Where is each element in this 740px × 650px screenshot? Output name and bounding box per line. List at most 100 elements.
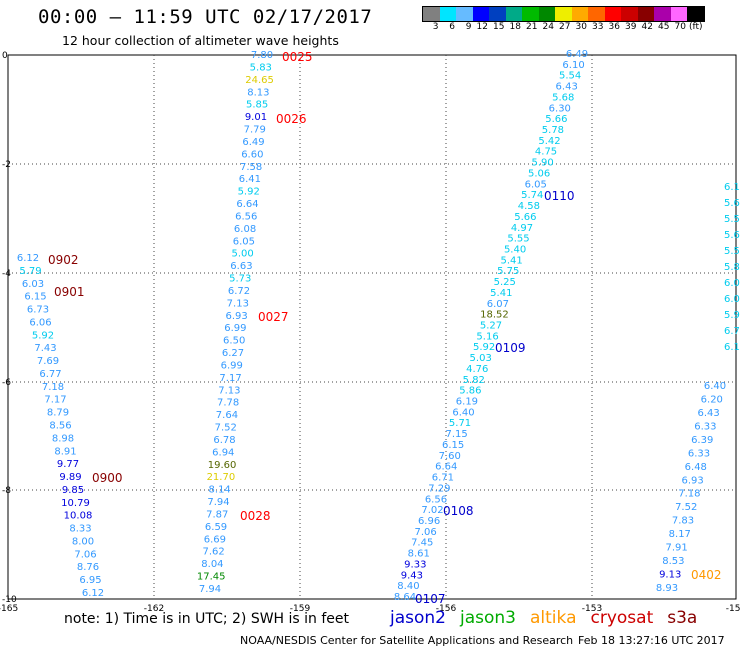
wave-height-value: 6.77 xyxy=(39,369,61,380)
wave-height-value: 6.75 xyxy=(724,326,740,337)
wave-height-value: 6.30 xyxy=(549,103,571,114)
wave-height-value: 5.6 xyxy=(724,198,740,209)
legend-swatch xyxy=(538,7,555,21)
legend-swatch xyxy=(423,7,440,21)
legend-swatch xyxy=(439,7,456,21)
wave-height-value: 6.40 xyxy=(452,407,474,418)
legend-label: 42 xyxy=(641,22,653,32)
wave-height-value: 21.70 xyxy=(207,472,236,483)
legend-swatch xyxy=(687,7,704,21)
wave-height-value: 5.5 xyxy=(724,246,740,257)
wave-height-value: 6.96 xyxy=(418,516,440,527)
wave-height-value: 6.08 xyxy=(234,224,256,235)
wave-height-value: 7.78 xyxy=(217,398,239,409)
wave-height-value: 8.98 xyxy=(52,433,74,444)
legend-label: 12 xyxy=(476,22,488,32)
x-tick-label: -159 xyxy=(290,604,311,614)
wave-height-value: 6.56 xyxy=(235,211,257,222)
wave-height-value: 5.6 xyxy=(724,230,740,241)
color-legend xyxy=(422,6,705,22)
wave-height-value: 8.33 xyxy=(69,524,91,535)
wave-height-value: 5.86 xyxy=(459,386,481,397)
wave-height-value: 6.05 xyxy=(525,179,547,190)
legend-label: (ft) xyxy=(688,22,703,32)
satellite-cryosat: cryosat xyxy=(590,608,654,628)
satellite-altika: altika xyxy=(530,608,577,628)
wave-height-value: 6.33 xyxy=(694,421,716,432)
wave-height-value: 8.64 xyxy=(394,592,416,603)
satellite-legend: jason2 jason3 altika cryosat s3a xyxy=(390,608,697,628)
legend-swatch xyxy=(637,7,654,21)
wave-height-value: 8.53 xyxy=(662,556,684,567)
wave-height-value: 5.78 xyxy=(542,125,564,136)
legend-label: 30 xyxy=(575,22,587,32)
wave-height-value: 5.95 xyxy=(724,310,740,321)
wave-height-value: 5.92 xyxy=(32,330,54,341)
wave-height-value: 6.95 xyxy=(79,575,101,586)
wave-height-value: 7.87 xyxy=(206,509,228,520)
wave-height-value: 6.78 xyxy=(213,435,235,446)
wave-height-value: 5.75 xyxy=(497,266,519,277)
legend-swatch xyxy=(472,7,489,21)
pass-time-label: 0109 xyxy=(495,341,526,355)
color-legend-labels: 3 6 9 12 15 18 21 24 27 30 33 36 39 42 45 70 (ft) xyxy=(422,22,703,32)
legend-label: 18 xyxy=(509,22,521,32)
wave-height-value: 5.42 xyxy=(538,136,560,147)
wave-height-value: 6.33 xyxy=(688,448,710,459)
y-tick-label: -8 xyxy=(2,486,11,496)
wave-height-value: 6.49 xyxy=(242,137,264,148)
map-frame xyxy=(7,54,737,600)
wave-height-value: 7.45 xyxy=(411,538,433,549)
footer-note: note: 1) Time is in UTC; 2) SWH is in fe… xyxy=(64,611,350,627)
pass-time-label: 0107 xyxy=(415,592,446,606)
wave-height-value: 7.69 xyxy=(37,356,59,367)
wave-height-value: 7.17 xyxy=(44,395,66,406)
wave-height-value: 5.41 xyxy=(490,288,512,299)
pass-time-label: 0027 xyxy=(258,310,289,324)
wave-height-value: 7.18 xyxy=(42,382,64,393)
wave-height-value: 7.13 xyxy=(218,385,240,396)
legend-label: 27 xyxy=(559,22,571,32)
pass-time-label: 0028 xyxy=(240,509,271,523)
satellite-tracks: 7.805.8324.658.135.859.017.796.496.607.5… xyxy=(17,49,726,603)
wave-height-value: 6.15 xyxy=(442,440,464,451)
wave-height-value: 5.66 xyxy=(545,114,567,125)
wave-height-value: 5.71 xyxy=(449,418,471,429)
wave-height-value: 8.79 xyxy=(47,408,69,419)
legend-swatch xyxy=(505,7,522,21)
legend-label: 33 xyxy=(592,22,604,32)
wave-height-value: 5.06 xyxy=(528,168,550,179)
wave-height-value: 8.91 xyxy=(54,446,76,457)
wave-height-value: 6.48 xyxy=(685,462,707,473)
wave-height-value: 18.52 xyxy=(480,310,509,321)
wave-height-value: 5.5 xyxy=(724,214,740,225)
wave-height-value: 7.83 xyxy=(672,516,694,527)
satellite-jason3: jason3 xyxy=(460,608,516,628)
y-tick-label: -4 xyxy=(2,269,11,279)
wave-height-value: 6.99 xyxy=(224,323,246,334)
y-tick-label: -10 xyxy=(2,595,17,605)
wave-height-value: 6.41 xyxy=(239,174,261,185)
x-tick-label: -150 xyxy=(726,604,740,614)
wave-height-value: 5.83 xyxy=(250,62,272,73)
wave-height-value: 6.03 xyxy=(22,279,44,290)
wave-height-value: 6.27 xyxy=(222,348,244,359)
y-tick-label: -6 xyxy=(2,378,11,388)
wave-height-value: 6.10 xyxy=(562,60,584,71)
wave-height-value: 10.79 xyxy=(61,498,90,509)
wave-height-value: 8.04 xyxy=(201,559,223,570)
wave-height-value: 5.8 xyxy=(724,262,740,273)
pass-time-label: 0900 xyxy=(92,471,123,485)
wave-height-value: 4.75 xyxy=(535,147,557,158)
wave-height-value: 5.82 xyxy=(463,375,485,386)
wave-height-value: 7.62 xyxy=(202,547,224,558)
wave-height-value: 6.64 xyxy=(435,462,457,473)
wave-height-value: 5.90 xyxy=(531,158,553,169)
wave-height-value: 10.08 xyxy=(64,511,93,522)
wave-height-value: 6.15 xyxy=(24,292,46,303)
wave-height-value: 5.54 xyxy=(559,71,581,82)
wave-height-value: 6.12 xyxy=(17,253,39,264)
wave-height-value: 5.92 xyxy=(473,342,495,353)
legend-swatch xyxy=(621,7,638,21)
